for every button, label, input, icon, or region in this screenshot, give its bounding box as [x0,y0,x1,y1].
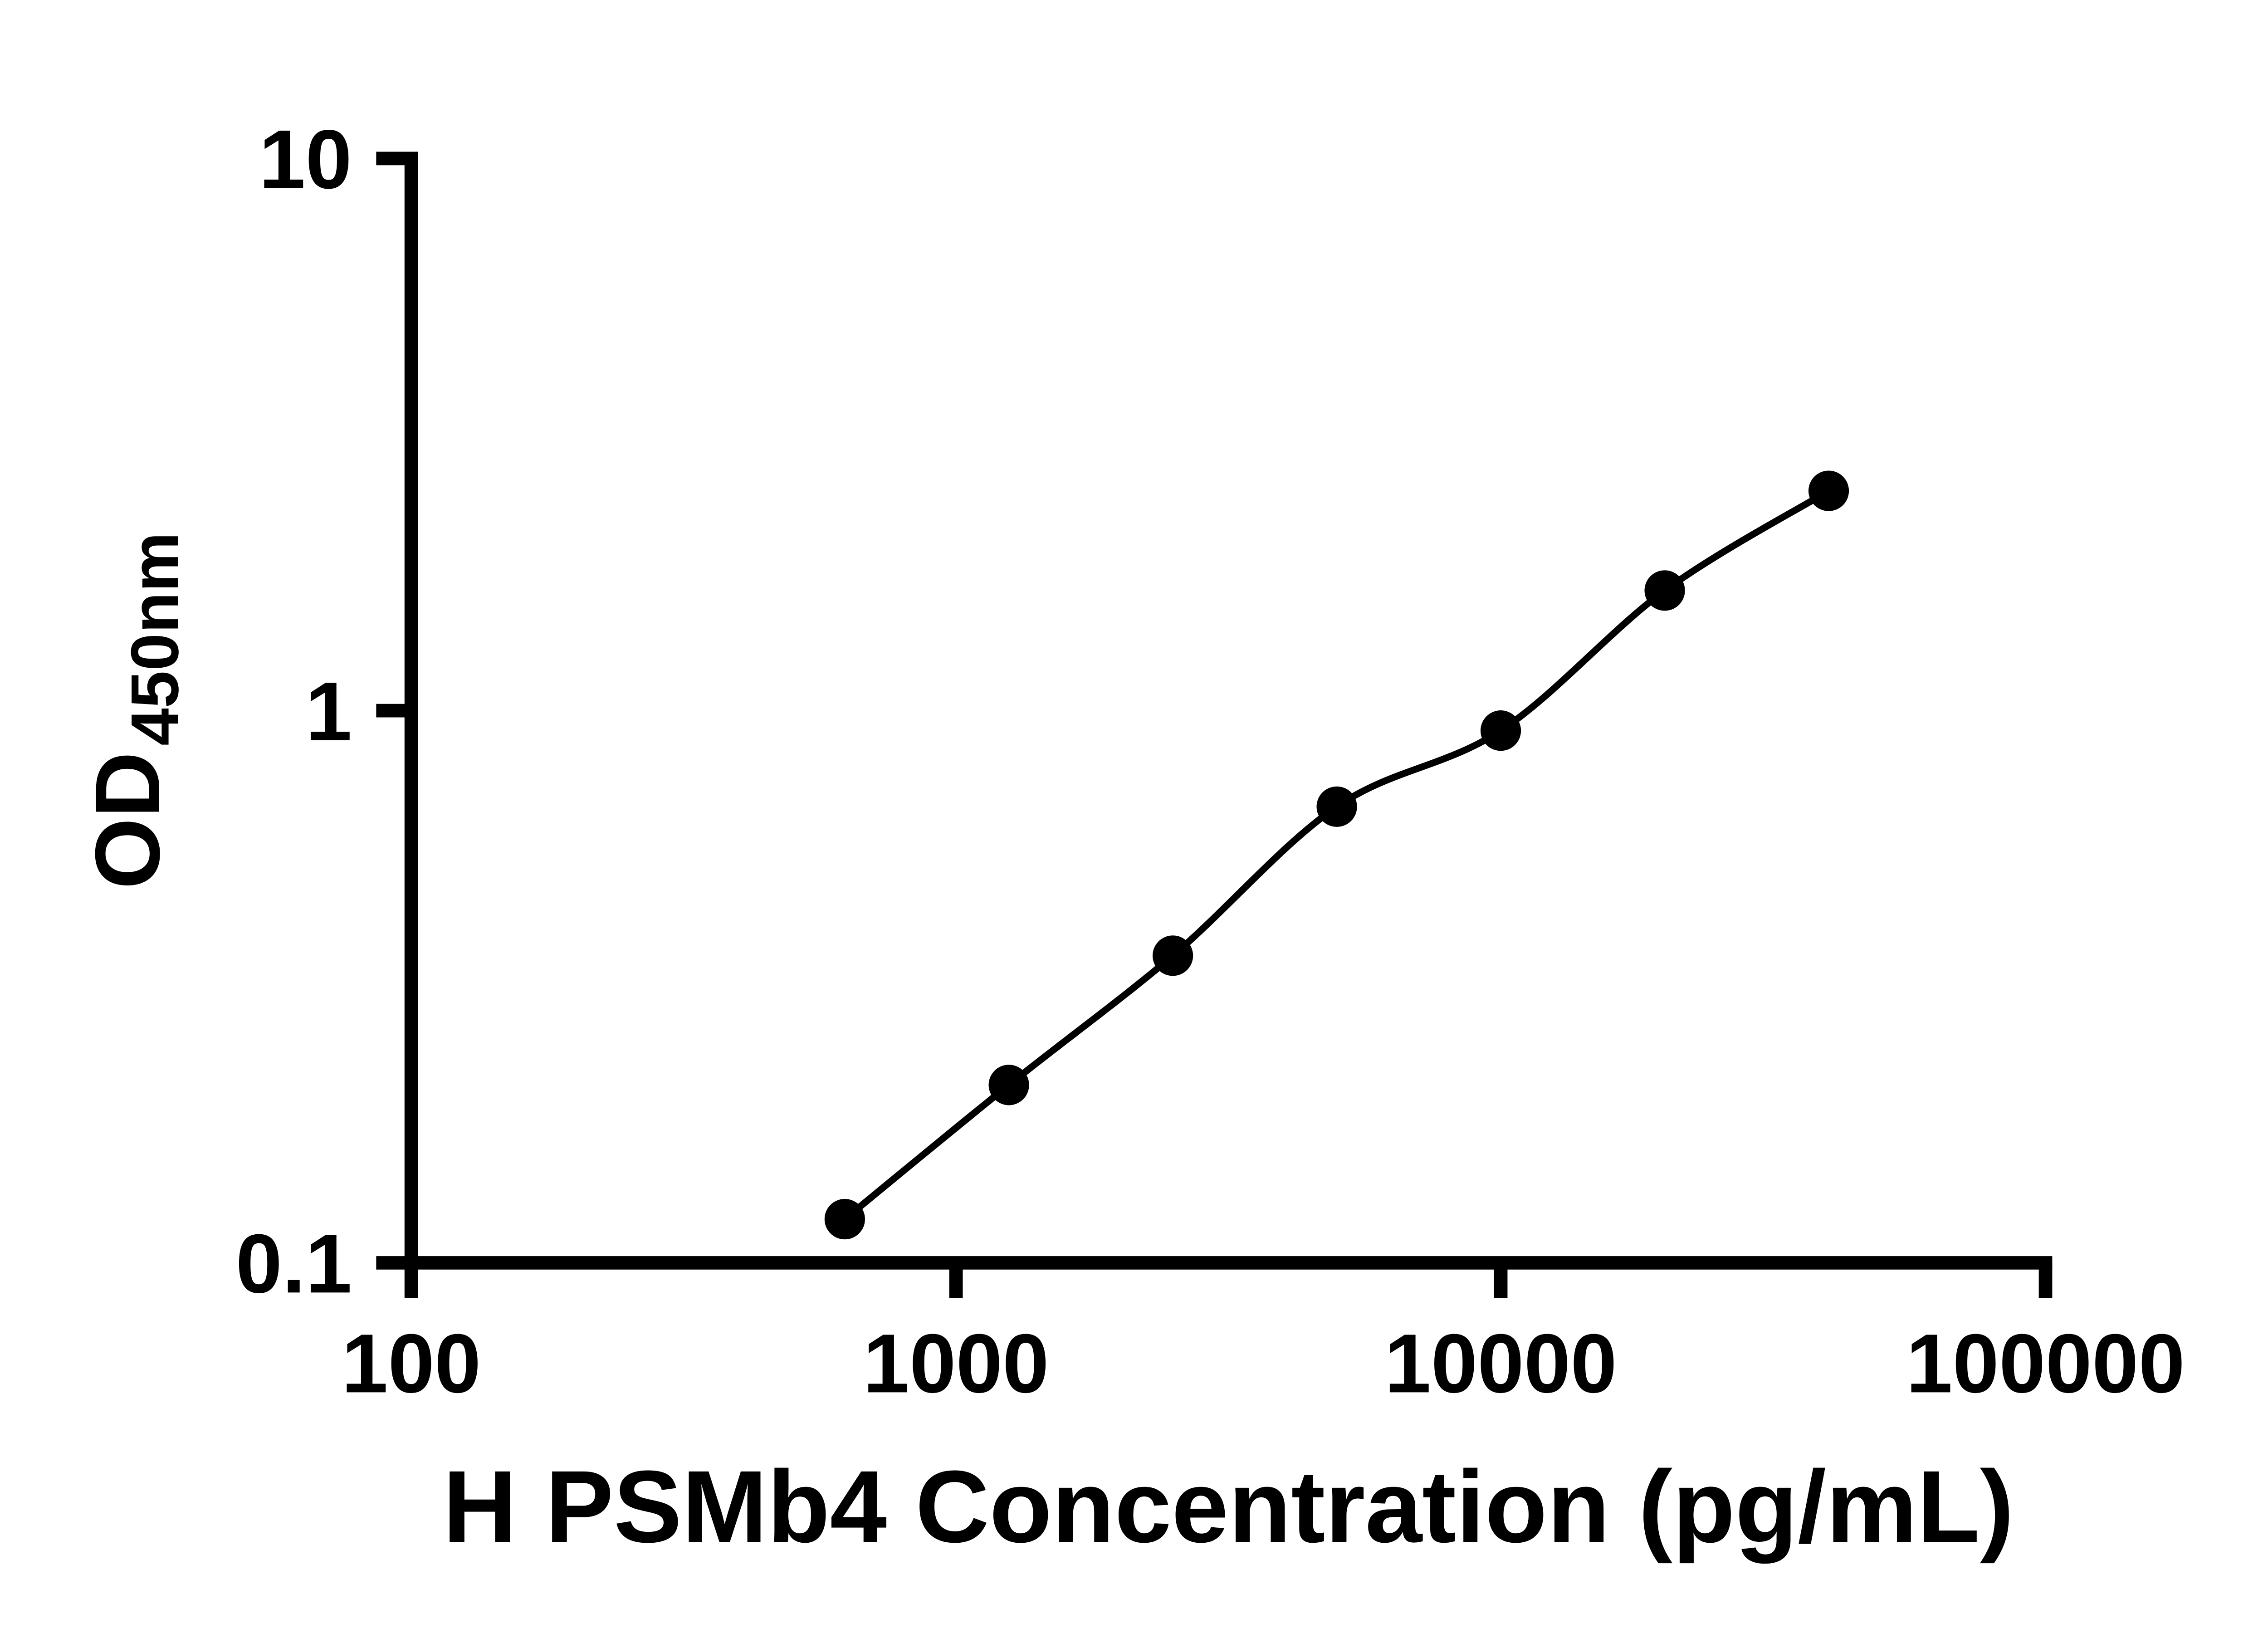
data-point [1316,786,1357,827]
y-axis-title-main: OD [76,752,179,889]
axes-spines [404,152,2053,1270]
y-axis-tick-label: 0.1 [236,1217,352,1310]
data-point [988,1065,1029,1105]
x-axis-title: H PSMb4 Concentration (pg/mL) [443,1449,2014,1564]
x-axis-tick-label: 100000 [1906,1317,2185,1410]
data-point [1644,570,1685,611]
x-axis-tick-label: 10000 [1384,1317,1617,1410]
y-axis-tick-label: 10 [259,113,352,206]
y-axis-tick-label: 1 [305,665,352,758]
data-point [1808,470,1849,511]
y-axis-title-subscript: 450nm [117,532,192,746]
plot-area: 100 1000 10000 100000 10 1 0.1 [236,113,2185,1411]
data-point [824,1199,865,1240]
y-axis-title: OD 450nm [76,532,193,889]
data-point [1480,710,1521,751]
data-point [1153,935,1193,976]
x-axis-tick-label: 100 [342,1317,481,1410]
x-axis-tick-label: 1000 [863,1317,1049,1410]
